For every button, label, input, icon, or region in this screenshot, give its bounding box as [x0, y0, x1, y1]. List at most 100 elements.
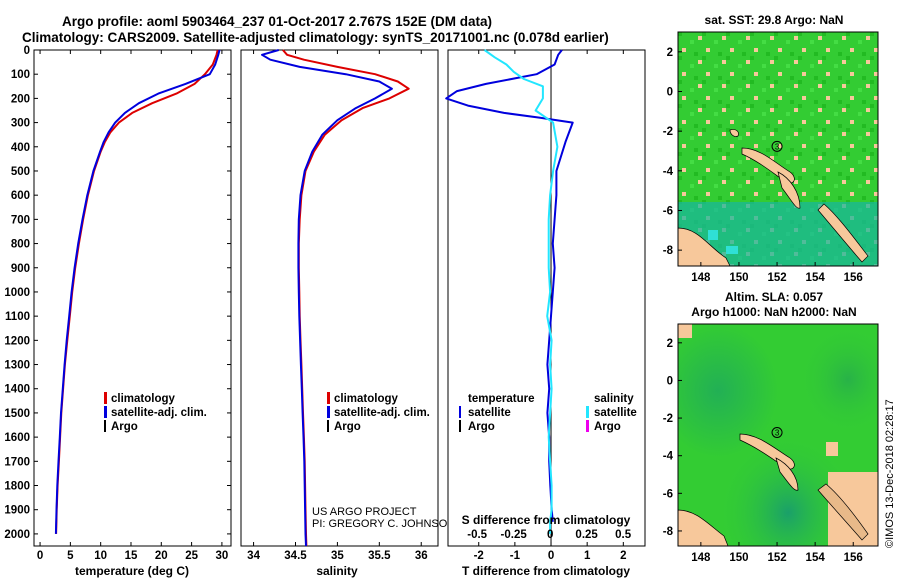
- salinity-satellite-line: [483, 49, 559, 534]
- depth-tick-label: 1500: [4, 408, 30, 420]
- map-y-tick-label: 2: [667, 47, 673, 59]
- figure-title-line-1: Argo profile: aoml 5903464_237 01-Oct-20…: [62, 14, 492, 29]
- map-y-tick-label: -8: [663, 526, 674, 538]
- x-tick-label: 15: [125, 550, 138, 562]
- depth-tick-label: 2000: [4, 529, 30, 541]
- depth-tick-label: 1700: [4, 456, 30, 468]
- x-tick-label: 0: [37, 550, 43, 562]
- depth-tick-label: 500: [11, 166, 30, 178]
- map-y-tick-label: 0: [667, 86, 673, 98]
- difference-series-group: [445, 49, 574, 534]
- map-x-tick-label: 152: [767, 552, 786, 564]
- salinity-legend: climatology satellite-adj. clim. Argo: [327, 392, 430, 433]
- depth-tick-label: 200: [11, 93, 30, 105]
- sla-masked-cell: [826, 442, 838, 456]
- float-marker: [771, 140, 783, 152]
- float-marker-label: 3: [775, 428, 780, 437]
- depth-tick-label: 1200: [4, 335, 30, 347]
- difference-x2label: S difference from climatology: [462, 513, 631, 527]
- map-y-tick-label: -2: [663, 413, 673, 425]
- legend-label-argo: Argo: [111, 421, 138, 433]
- temperature-axis-ticks: 0 5 10 15 20 25 30: [37, 50, 228, 562]
- x-tick-label: 34.5: [284, 550, 307, 562]
- map-y-tick-label: 0: [667, 375, 673, 387]
- legend-title-temperature: temperature: [468, 393, 534, 405]
- figure-title-line-2: Climatology: CARS2009. Satellite-adjuste…: [22, 30, 609, 45]
- sla-map-subtitle: Argo h1000: NaN h2000: NaN: [691, 305, 856, 319]
- sla-masked-cell: [678, 324, 692, 338]
- x-tick-label: 34: [247, 550, 260, 562]
- map-y-tick-label: -4: [663, 166, 674, 178]
- credit-pi: PI: GREGORY C. JOHNSON: [312, 518, 455, 530]
- legend-label-argo: Argo: [334, 421, 361, 433]
- difference-axis-ticks: -2 -1 0 1 2 -0.5 -0.25 0 0.25 0.5: [467, 50, 632, 562]
- land-bougainville: [817, 203, 869, 263]
- sst-map-canvas: 3: [678, 32, 878, 266]
- sst-map-title: sat. SST: 29.8 Argo: NaN: [705, 13, 844, 27]
- depth-tick-label: 600: [11, 190, 30, 202]
- land-island: [777, 171, 801, 209]
- x2-tick-label: -0.5: [467, 529, 487, 541]
- x-tick-label: 5: [67, 550, 74, 562]
- map-x-tick-label: 152: [767, 272, 786, 284]
- depth-tick-label: 900: [11, 263, 30, 275]
- map-x-tick-label: 148: [691, 272, 711, 284]
- map-x-tick-label: 156: [844, 552, 863, 564]
- legend-label-s-argo: Argo: [594, 421, 621, 433]
- map-y-tick-label: -2: [663, 126, 673, 138]
- land-new-guinea: [678, 509, 729, 546]
- map-x-tick-label: 154: [806, 552, 826, 564]
- x-tick-label: 2: [620, 550, 626, 562]
- map-y-tick-label: -6: [663, 488, 673, 500]
- legend-label-t-argo: Argo: [468, 421, 495, 433]
- land-island: [775, 457, 799, 491]
- temperature-series-group: [54, 49, 221, 534]
- sla-map-title: Altim. SLA: 0.057: [725, 290, 823, 304]
- depth-tick-label: 0: [24, 45, 30, 57]
- temperature-satellite-line: [445, 49, 574, 522]
- x-tick-label: 30: [216, 550, 229, 562]
- x2-tick-label: 0.25: [575, 529, 598, 541]
- legend-swatch-t-argo: [459, 420, 461, 432]
- legend-label-climatology: climatology: [111, 393, 176, 405]
- map-y-tick-label: -8: [663, 245, 674, 257]
- temperature-xlabel: temperature (deg C): [75, 564, 189, 578]
- satellite-line: [261, 49, 393, 547]
- satellite-line: [54, 49, 221, 534]
- map-x-tick-label: 156: [844, 272, 863, 284]
- depth-tick-label: 1100: [5, 311, 30, 323]
- depth-tick-label: 1000: [4, 287, 30, 299]
- sst-map-panel: sat. SST: 29.8 Argo: NaN: [663, 13, 879, 284]
- sla-map-ticks: 148 150 152 154 156 2 0 -2 -4 -6 -8: [663, 338, 863, 564]
- x-tick-label: 10: [94, 550, 107, 562]
- depth-tick-label: 1400: [4, 384, 30, 396]
- legend-swatch-satellite: [327, 406, 330, 418]
- x-tick-label: 1: [584, 550, 591, 562]
- map-y-tick-label: -4: [663, 451, 674, 463]
- x2-tick-label: 0.5: [615, 529, 632, 541]
- x2-tick-label: 0: [547, 529, 553, 541]
- float-marker-label: 3: [775, 142, 780, 151]
- land-islet: [729, 129, 739, 137]
- x-tick-label: -2: [474, 550, 484, 562]
- difference-xlabel: T difference from climatology: [462, 564, 630, 578]
- x-tick-label: 20: [155, 550, 168, 562]
- legend-swatch-argo: [104, 420, 106, 432]
- x-tick-label: -1: [510, 550, 521, 562]
- legend-label-satellite: satellite-adj. clim.: [111, 407, 207, 419]
- x-tick-label: 0: [548, 550, 554, 562]
- salinity-panel: 34 34.5 35 35.5 36 salinity climatology sate…: [240, 49, 455, 578]
- depth-tick-label: 400: [11, 142, 30, 154]
- credit-project: US ARGO PROJECT: [312, 506, 417, 518]
- x-tick-label: 35: [331, 550, 344, 562]
- land-bougainville: [817, 483, 869, 541]
- legend-label-climatology: climatology: [334, 393, 399, 405]
- sst-patch: [708, 230, 718, 240]
- legend-label-s-satellite: satellite: [594, 407, 637, 419]
- depth-tick-label: 1900: [4, 505, 30, 517]
- sst-patch: [726, 246, 738, 254]
- salinity-series-group: [261, 49, 410, 547]
- legend-label-satellite: satellite-adj. clim.: [334, 407, 430, 419]
- map-x-tick-label: 148: [691, 552, 711, 564]
